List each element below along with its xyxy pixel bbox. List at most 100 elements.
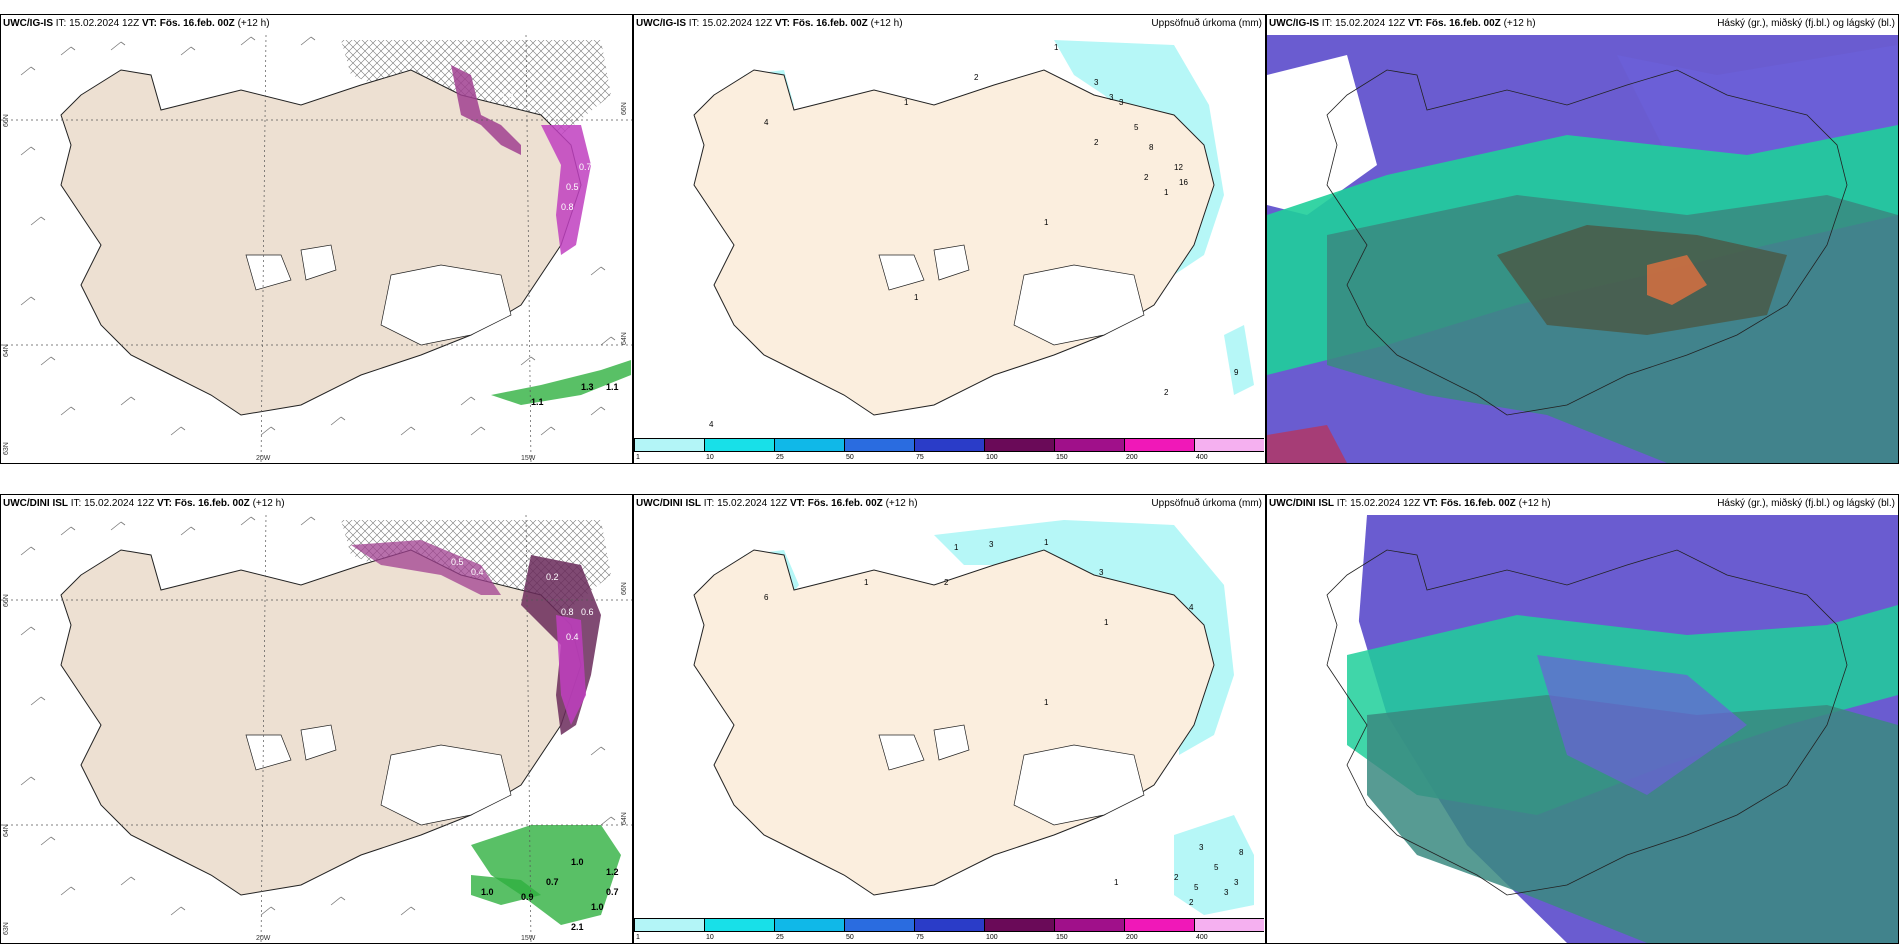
colorbar-swatch	[914, 918, 984, 932]
value-label: 0.7	[546, 877, 559, 887]
precip-value: 2	[974, 73, 979, 82]
value-label: 0.8	[561, 607, 574, 617]
precip-value: 5	[1194, 883, 1199, 892]
precip-value: 1	[1044, 218, 1049, 227]
rain-south-w	[471, 875, 541, 905]
value-label: 0.2	[546, 572, 559, 582]
colorbar-tick: 1	[636, 454, 640, 461]
colorbar-swatch	[1194, 918, 1264, 932]
precip-value: 1	[914, 293, 919, 302]
model-name: UWC/IG-IS	[636, 18, 686, 29]
lead-time: (+12 h)	[252, 498, 285, 509]
value-label: 2.1	[571, 922, 584, 932]
value-label: 1.1	[531, 397, 544, 407]
value-label: 0.6	[581, 607, 594, 617]
model-name: UWC/DINI ISL	[1269, 498, 1334, 509]
precip-value: 16	[1179, 178, 1188, 187]
value-label: 1.3	[501, 92, 514, 102]
precip-map: 1 3 1 1 2 3 4 6 1 1 3 8 5 3 5 2 3 1 2	[634, 495, 1265, 943]
precip-value: 1	[1054, 43, 1059, 52]
value-label: 0.9	[521, 892, 534, 902]
colorbar-swatch	[1054, 438, 1124, 452]
precip-value: 2	[1094, 138, 1099, 147]
lat-label: 64N	[621, 812, 628, 825]
precip-value: 1	[904, 98, 909, 107]
lat-label: 66N	[3, 114, 10, 127]
panel-title: Háský (gr.), miðský (fj.bl.) og lágský (…	[1717, 498, 1895, 509]
precip-value: 6	[764, 593, 769, 602]
colorbar-swatch	[634, 438, 704, 452]
precip-value: 8	[1239, 848, 1244, 857]
colorbar-swatch	[1124, 438, 1194, 452]
colorbar-tick: 50	[846, 454, 854, 461]
model-name: UWC/IG-IS	[3, 18, 53, 29]
lat-label: 66N	[621, 102, 628, 115]
colorbar-tick: 100	[986, 934, 998, 941]
colorbar-swatch	[984, 918, 1054, 932]
precip-east-edge	[556, 615, 586, 725]
panel-header: UWC/DINI ISL IT: 15.02.2024 12Z VT: Fös.…	[3, 498, 285, 509]
colorbar-tick: 200	[1126, 934, 1138, 941]
wind-map: 0.2 0.5 0.4 0.8 0.6 0.4 1.0 0.7 1.0 0.9 …	[1, 495, 632, 943]
precip-value: 3	[1099, 568, 1104, 577]
colorbar-swatch	[844, 918, 914, 932]
init-time: IT: 15.02.2024 12Z	[703, 498, 788, 509]
value-label: 0.5	[566, 182, 579, 192]
lat-label: 64N	[3, 344, 10, 357]
value-label: 0.5	[451, 557, 464, 567]
wind-map: 1.3 0.7 0.5 0.8 1.1 1.3 1.1	[1, 15, 632, 463]
valid-time: VT: Fös. 16.feb. 00Z	[789, 498, 883, 509]
precip-value: 4	[1189, 603, 1194, 612]
panel-header: UWC/IG-IS IT: 15.02.2024 12Z VT: Fös. 16…	[636, 18, 903, 29]
model-name: UWC/IG-IS	[1269, 18, 1319, 29]
valid-time: VT: Fös. 16.feb. 00Z	[141, 18, 235, 29]
precip-value: 9	[1234, 368, 1239, 377]
glacier	[380, 264, 512, 346]
colorbar-swatch	[634, 918, 704, 932]
panel-title: Uppsöfnuð úrkoma (mm)	[1151, 498, 1262, 509]
colorbar: 1 10 25 50 75 100 150 200 400	[634, 435, 1265, 463]
panel-title: Uppsöfnuð úrkoma (mm)	[1151, 18, 1262, 29]
rain-south	[491, 360, 631, 405]
init-time: IT: 15.02.2024 12Z	[55, 18, 140, 29]
white-gap	[1267, 835, 1447, 943]
valid-time: VT: Fös. 16.feb. 00Z	[156, 498, 250, 509]
colorbar-tick: 100	[986, 454, 998, 461]
glacier	[878, 254, 925, 291]
precip-value: 2	[1144, 173, 1149, 182]
colorbar: 1 10 25 50 75 100 150 200 400	[634, 915, 1265, 943]
lon-label: 20W	[256, 455, 271, 462]
cloud-map	[1267, 495, 1898, 943]
low-cloud	[1367, 695, 1898, 943]
panel-header: UWC/IG-IS IT: 15.02.2024 12Z VT: Fös. 16…	[1269, 18, 1536, 29]
precip-value: 12	[1174, 163, 1183, 172]
colorbar-tick: 10	[706, 934, 714, 941]
white-gap	[1267, 55, 1377, 215]
precip-value: 1	[1114, 878, 1119, 887]
lat-label: 64N	[621, 332, 628, 345]
value-label: 1.3	[581, 382, 594, 392]
value-label: 1.0	[571, 857, 584, 867]
precip-value: 8	[1149, 143, 1154, 152]
glacier	[1013, 264, 1145, 346]
low-cloud-dark	[1497, 225, 1787, 335]
precip-value: 4	[764, 118, 769, 127]
precip-value: 2	[1174, 873, 1179, 882]
glacier	[933, 724, 970, 761]
colorbar-swatch	[1054, 918, 1124, 932]
colorbar-swatch	[774, 918, 844, 932]
precip-value: 1	[1164, 188, 1169, 197]
precip-north	[351, 540, 501, 595]
init-time: IT: 15.02.2024 12Z	[1321, 18, 1406, 29]
precip-value: 2	[944, 578, 949, 587]
value-label: 0.4	[566, 632, 579, 642]
value-label: 1.2	[606, 867, 619, 877]
precip-value: 4	[709, 420, 714, 429]
init-time: IT: 15.02.2024 12Z	[1336, 498, 1421, 509]
colorbar-swatch	[914, 438, 984, 452]
value-label: 1.1	[606, 382, 619, 392]
glacier	[933, 244, 970, 281]
valid-time: VT: Fös. 16.feb. 00Z	[1422, 498, 1516, 509]
colorbar-tick: 400	[1196, 934, 1208, 941]
value-label: 1.0	[481, 887, 494, 897]
